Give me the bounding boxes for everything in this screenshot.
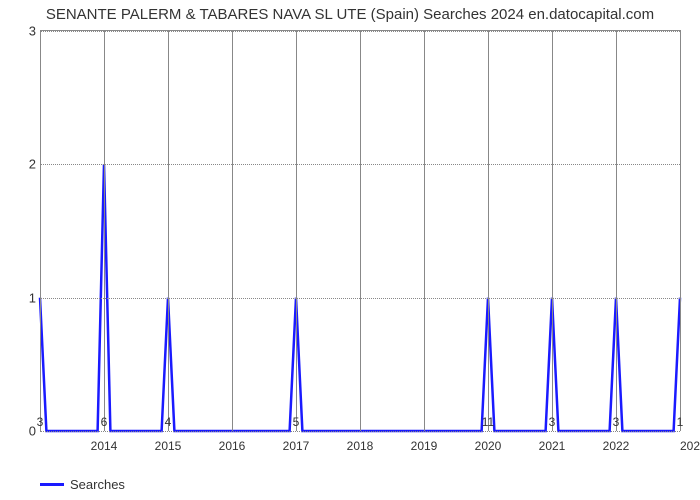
xtick-label: 2015 bbox=[155, 439, 182, 453]
legend-label: Searches bbox=[70, 477, 125, 492]
peak-label: 3 bbox=[613, 415, 620, 429]
peak-label: 3 bbox=[37, 415, 44, 429]
grid-v bbox=[488, 31, 489, 431]
grid-v bbox=[40, 31, 41, 431]
xtick-label: 2018 bbox=[347, 439, 374, 453]
xtick-label: 2017 bbox=[283, 439, 310, 453]
peak-label: 3 bbox=[549, 415, 556, 429]
xtick-label: 2019 bbox=[411, 439, 438, 453]
plot-area: 0123201420152016201720182019202020212022… bbox=[40, 30, 681, 431]
xtick-label: 202 bbox=[680, 439, 700, 453]
xtick-label: 2014 bbox=[91, 439, 118, 453]
xtick-label: 2020 bbox=[475, 439, 502, 453]
legend-swatch bbox=[40, 483, 64, 486]
xtick-label: 2016 bbox=[219, 439, 246, 453]
grid-v bbox=[424, 31, 425, 431]
peak-label: 11 bbox=[482, 415, 494, 429]
grid-v bbox=[232, 31, 233, 431]
peak-label: 4 bbox=[165, 415, 172, 429]
grid-v bbox=[104, 31, 105, 431]
chart-title: SENANTE PALERM & TABARES NAVA SL UTE (Sp… bbox=[0, 6, 700, 23]
ytick-label: 0 bbox=[18, 424, 36, 439]
grid-h bbox=[40, 31, 680, 32]
grid-v bbox=[552, 31, 553, 431]
grid-v bbox=[296, 31, 297, 431]
grid-v bbox=[360, 31, 361, 431]
grid-v bbox=[616, 31, 617, 431]
xtick-label: 2022 bbox=[603, 439, 630, 453]
grid-h bbox=[40, 431, 680, 432]
xtick-label: 2021 bbox=[539, 439, 566, 453]
ytick-label: 3 bbox=[18, 24, 36, 39]
grid-h bbox=[40, 298, 680, 299]
grid-v bbox=[168, 31, 169, 431]
peak-label: 6 bbox=[101, 415, 108, 429]
legend: Searches bbox=[40, 477, 125, 492]
grid-v bbox=[680, 31, 681, 431]
peak-label: 1 bbox=[677, 415, 684, 429]
searches-chart: SENANTE PALERM & TABARES NAVA SL UTE (Sp… bbox=[0, 0, 700, 500]
ytick-label: 1 bbox=[18, 290, 36, 305]
ytick-label: 2 bbox=[18, 157, 36, 172]
grid-h bbox=[40, 164, 680, 165]
peak-label: 5 bbox=[293, 415, 300, 429]
